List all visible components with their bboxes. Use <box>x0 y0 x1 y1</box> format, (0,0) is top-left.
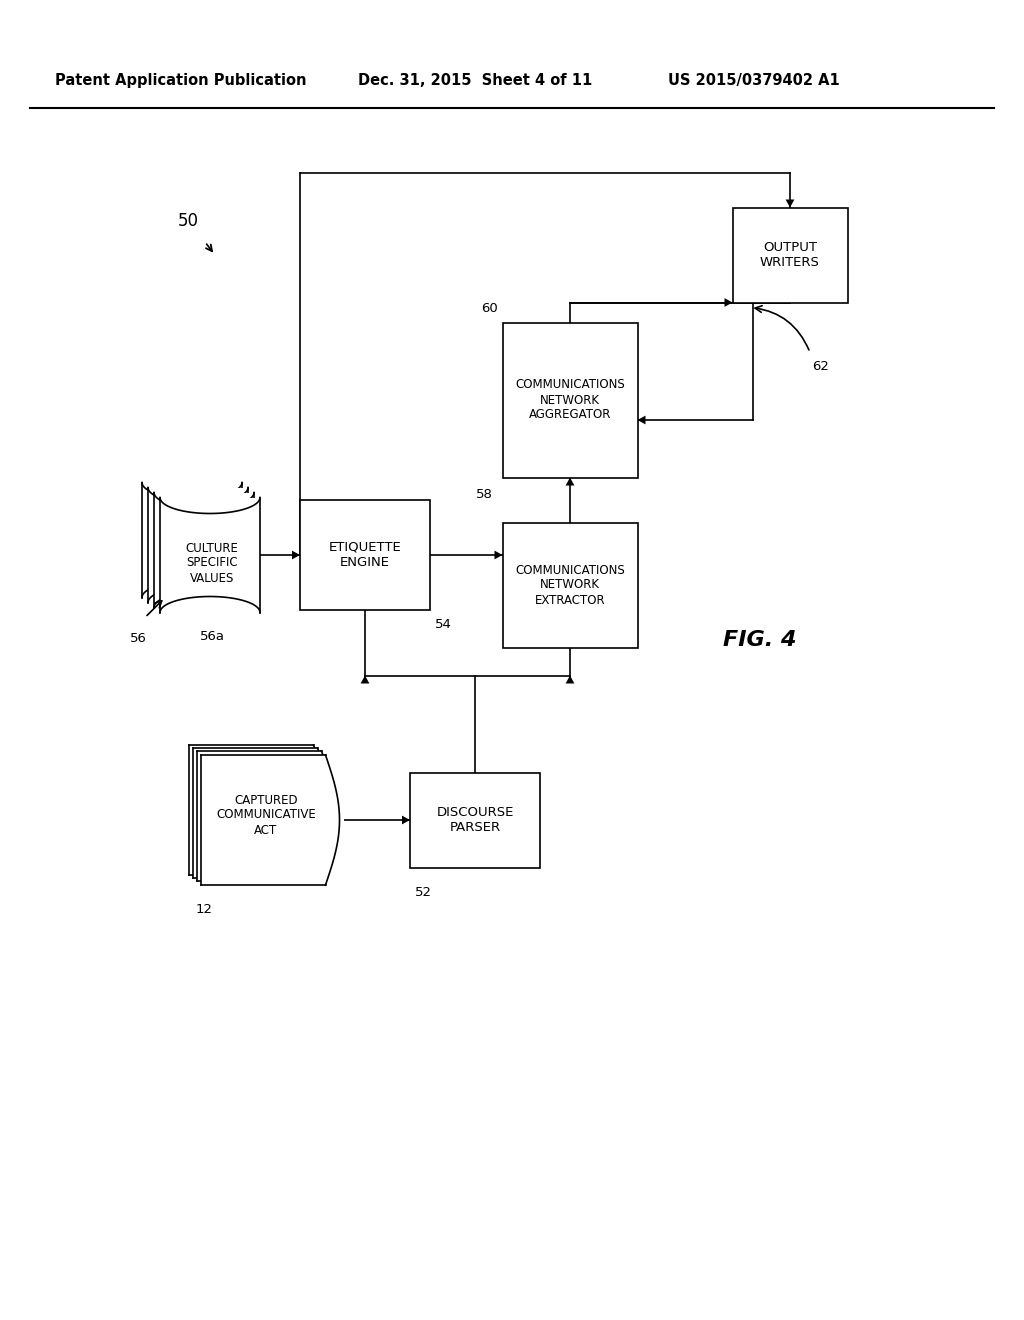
Text: OUTPUT
WRITERS: OUTPUT WRITERS <box>760 242 820 269</box>
Bar <box>188 744 332 875</box>
Bar <box>160 498 260 612</box>
Bar <box>300 500 430 610</box>
Text: Dec. 31, 2015  Sheet 4 of 11: Dec. 31, 2015 Sheet 4 of 11 <box>358 73 592 88</box>
Polygon shape <box>565 478 574 486</box>
Text: Patent Application Publication: Patent Application Publication <box>55 73 306 88</box>
Bar <box>732 207 848 302</box>
Bar <box>142 483 242 598</box>
Polygon shape <box>565 676 574 684</box>
Polygon shape <box>495 550 503 560</box>
Bar <box>154 492 254 607</box>
Text: 54: 54 <box>435 618 452 631</box>
Text: FIG. 4: FIG. 4 <box>723 630 797 649</box>
Text: CULTURE
SPECIFIC
VALUES: CULTURE SPECIFIC VALUES <box>185 541 239 585</box>
Bar <box>410 772 540 867</box>
Bar <box>193 748 336 878</box>
Text: 52: 52 <box>415 886 432 899</box>
Polygon shape <box>360 676 370 684</box>
Bar <box>503 322 638 478</box>
Text: DISCOURSE
PARSER: DISCOURSE PARSER <box>436 807 514 834</box>
Bar <box>503 523 638 648</box>
Text: ETIQUETTE
ENGINE: ETIQUETTE ENGINE <box>329 541 401 569</box>
Text: COMMUNICATIONS
NETWORK
EXTRACTOR: COMMUNICATIONS NETWORK EXTRACTOR <box>515 564 625 606</box>
Text: 56: 56 <box>130 632 146 645</box>
Bar <box>197 751 340 880</box>
Polygon shape <box>725 298 732 306</box>
Polygon shape <box>402 816 410 825</box>
Polygon shape <box>785 199 795 207</box>
Text: 56a: 56a <box>200 631 225 644</box>
Text: 50: 50 <box>178 213 199 230</box>
Text: CAPTURED
COMMUNICATIVE
ACT: CAPTURED COMMUNICATIVE ACT <box>216 793 315 837</box>
Polygon shape <box>292 550 300 560</box>
Polygon shape <box>638 416 645 425</box>
Text: US 2015/0379402 A1: US 2015/0379402 A1 <box>668 73 840 88</box>
Bar <box>148 487 248 602</box>
Text: 12: 12 <box>196 903 213 916</box>
Text: COMMUNICATIONS
NETWORK
AGGREGATOR: COMMUNICATIONS NETWORK AGGREGATOR <box>515 379 625 421</box>
Text: 58: 58 <box>475 487 493 500</box>
Text: 62: 62 <box>812 360 828 374</box>
Bar <box>201 755 343 884</box>
Text: 60: 60 <box>480 301 498 314</box>
